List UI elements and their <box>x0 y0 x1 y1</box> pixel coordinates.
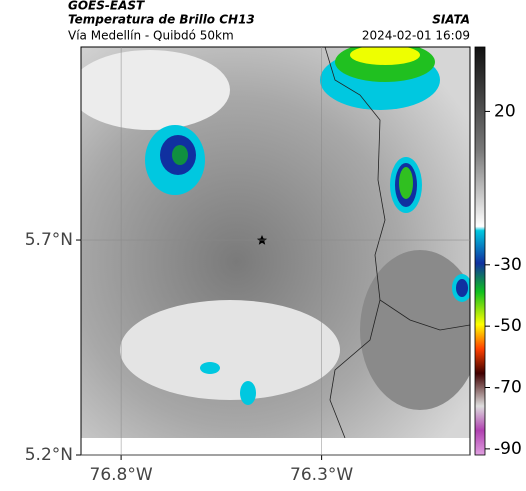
colorbar-tick-label: 20 <box>494 101 516 121</box>
satellite-image <box>81 47 470 438</box>
x-tick-label: 76.8°W <box>90 465 153 485</box>
datetime: 2024-02-01 16:09 <box>362 29 470 43</box>
y-tick-label: 5.7°N <box>25 230 73 250</box>
agency: GOES-EAST <box>68 0 145 13</box>
colorbar-tick-label: -30 <box>494 255 522 275</box>
colorbar-tick-label: -90 <box>494 439 522 459</box>
product: Temperatura de Brillo CH13 <box>68 13 255 27</box>
colorbar-tick-label: -50 <box>494 316 522 336</box>
x-tick-label: 76.3°W <box>290 465 353 485</box>
source: SIATA <box>432 13 470 27</box>
y-tick-label: 5.2°N <box>25 445 73 465</box>
colorbar-tick-label: -70 <box>494 378 522 398</box>
route: Vía Medellín - Quibdó 50km <box>68 29 234 43</box>
colorbar <box>474 46 486 456</box>
